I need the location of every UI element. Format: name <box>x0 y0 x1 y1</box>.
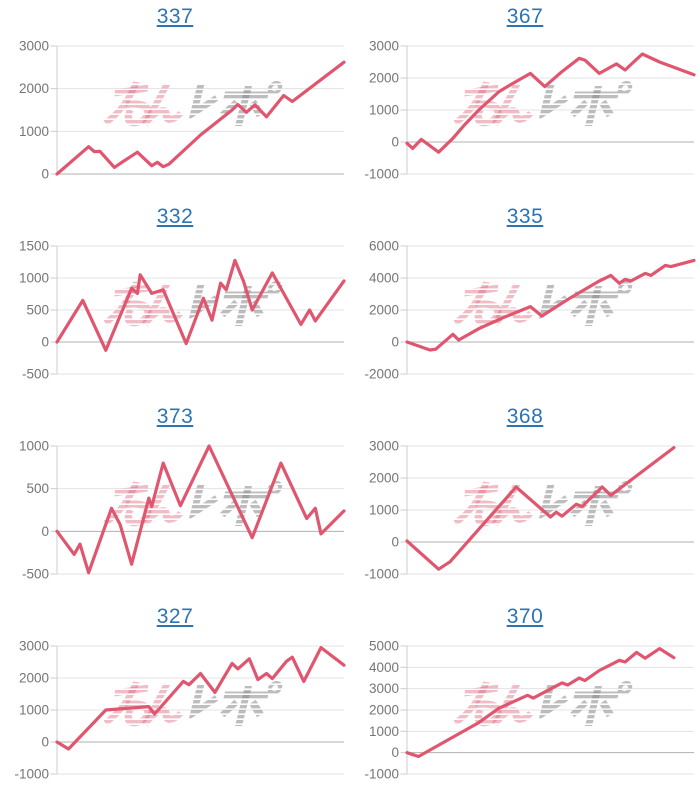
svg-text:0: 0 <box>41 524 49 539</box>
chart-title: 327 <box>0 605 350 629</box>
svg-text:-500: -500 <box>22 367 49 382</box>
svg-text:2000: 2000 <box>19 671 49 686</box>
svg-text:1000: 1000 <box>369 103 399 118</box>
chart-cell-373: 373 1000 500 0 -500 <box>0 400 350 600</box>
svg-text:3000: 3000 <box>19 639 49 654</box>
svg-text:3000: 3000 <box>369 39 399 54</box>
svg-text:0: 0 <box>41 735 49 750</box>
svg-text:500: 500 <box>26 481 49 496</box>
svg-text:-1000: -1000 <box>14 767 49 782</box>
line-chart: 5000 4000 3000 2000 1000 0 -1000 <box>364 639 694 782</box>
chart-cell-327: 327 3000 2000 1000 0 -1000 <box>0 600 350 800</box>
svg-text:5000: 5000 <box>369 639 399 654</box>
svg-text:3000: 3000 <box>19 39 49 54</box>
chart-cell-370: 370 5000 4000 3000 2000 1000 0 -1000 <box>350 600 700 800</box>
svg-text:3000: 3000 <box>369 439 399 454</box>
svg-text:0: 0 <box>391 535 399 550</box>
svg-text:-1000: -1000 <box>364 567 399 582</box>
svg-text:1000: 1000 <box>369 724 399 739</box>
svg-text:-500: -500 <box>22 567 49 582</box>
svg-text:1000: 1000 <box>19 271 49 286</box>
svg-text:2000: 2000 <box>369 703 399 718</box>
svg-text:-1000: -1000 <box>364 167 399 182</box>
chart-title: 368 <box>350 405 700 429</box>
line-chart: 3000 2000 1000 0 -1000 <box>14 639 346 782</box>
svg-text:4000: 4000 <box>369 271 399 286</box>
chart-cell-367: 367 3000 2000 1000 0 -1000 <box>350 0 700 200</box>
machine-number-link[interactable]: 370 <box>506 605 544 628</box>
chart-cell-337: 337 3000 2000 1000 0 <box>0 0 350 200</box>
svg-text:0: 0 <box>41 335 49 350</box>
machine-number-link[interactable]: 368 <box>506 405 544 428</box>
svg-text:0: 0 <box>391 335 399 350</box>
chart-cell-368: 368 3000 2000 1000 0 -1000 <box>350 400 700 600</box>
line-chart: 1500 1000 500 0 -500 <box>19 239 346 382</box>
svg-text:2000: 2000 <box>369 71 399 86</box>
chart-title: 367 <box>350 5 700 29</box>
svg-text:3000: 3000 <box>369 681 399 696</box>
machine-number-link[interactable]: 337 <box>156 5 194 28</box>
chart-title: 373 <box>0 405 350 429</box>
chart-cell-335: 335 6000 4000 2000 0 -2000 <box>350 200 700 400</box>
svg-text:0: 0 <box>391 745 399 760</box>
chart-title: 370 <box>350 605 700 629</box>
chart-cell-332: 332 1500 1000 500 0 -500 <box>0 200 350 400</box>
svg-text:2000: 2000 <box>369 471 399 486</box>
machine-number-link[interactable]: 332 <box>156 205 194 228</box>
svg-text:6000: 6000 <box>369 239 399 254</box>
machine-number-link[interactable]: 335 <box>506 205 544 228</box>
svg-text:500: 500 <box>26 303 49 318</box>
chart-title: 337 <box>0 5 350 29</box>
line-chart: 3000 2000 1000 0 -1000 <box>364 439 694 582</box>
chart-title: 332 <box>0 205 350 229</box>
line-chart: 6000 4000 2000 0 -2000 <box>364 239 696 382</box>
line-chart: 3000 2000 1000 0 <box>19 39 346 182</box>
svg-text:1000: 1000 <box>19 439 49 454</box>
svg-text:0: 0 <box>391 135 399 150</box>
svg-text:2000: 2000 <box>369 303 399 318</box>
machine-number-link[interactable]: 367 <box>506 5 544 28</box>
line-chart: 1000 500 0 -500 <box>19 439 346 582</box>
chart-title: 335 <box>350 205 700 229</box>
svg-text:-2000: -2000 <box>364 367 399 382</box>
svg-text:1500: 1500 <box>19 239 49 254</box>
svg-text:1000: 1000 <box>19 703 49 718</box>
line-chart: 3000 2000 1000 0 -1000 <box>364 39 696 182</box>
svg-text:1000: 1000 <box>19 124 49 139</box>
svg-text:4000: 4000 <box>369 660 399 675</box>
svg-text:0: 0 <box>41 167 49 182</box>
svg-text:2000: 2000 <box>19 81 49 96</box>
svg-text:-1000: -1000 <box>364 767 399 782</box>
machine-number-link[interactable]: 373 <box>156 405 194 428</box>
machine-number-link[interactable]: 327 <box>156 605 194 628</box>
svg-text:1000: 1000 <box>369 503 399 518</box>
